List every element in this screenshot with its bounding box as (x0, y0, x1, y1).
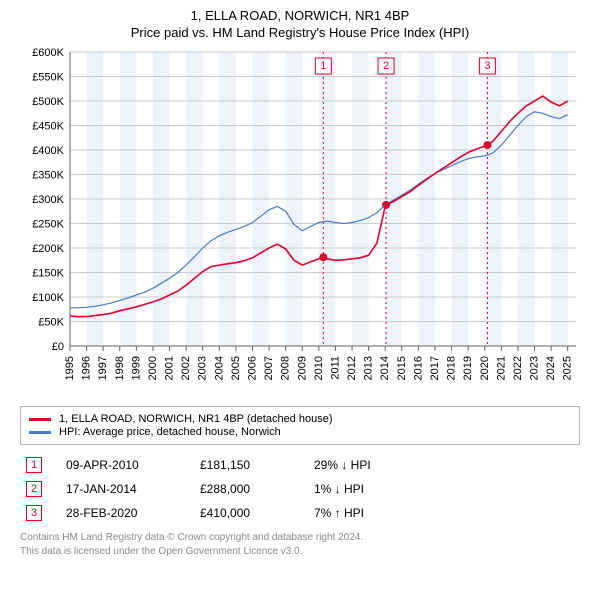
x-tick-label: 2006 (246, 356, 258, 380)
x-tick-label: 2013 (363, 356, 375, 380)
event-badge: 2 (383, 60, 389, 72)
events-table: 1 09-APR-2010 £181,150 29% ↓ HPI 2 17-JAN-201… (20, 453, 580, 525)
event-price: £181,150 (200, 458, 290, 472)
x-tick-label: 2004 (213, 356, 225, 380)
y-tick-label: £50K (38, 317, 64, 329)
x-tick-label: 2009 (296, 356, 308, 380)
x-tick-label: 2025 (562, 356, 574, 380)
x-tick-label: 2002 (180, 356, 192, 380)
event-badge: 1 (320, 60, 326, 72)
legend-swatch (29, 431, 51, 434)
x-tick-label: 2020 (479, 356, 491, 380)
y-tick-label: £400K (32, 145, 64, 157)
footnote: Contains HM Land Registry data © Crown c… (20, 531, 580, 558)
x-tick-label: 2010 (313, 356, 325, 380)
y-tick-label: £450K (32, 121, 64, 133)
legend-swatch (29, 418, 51, 421)
event-row: 2 17-JAN-2014 £288,000 1% ↓ HPI (20, 477, 580, 501)
x-tick-label: 2015 (396, 356, 408, 380)
legend-label: HPI: Average price, detached house, Norw… (59, 426, 281, 438)
y-tick-label: £350K (32, 170, 64, 182)
event-diff: 29% ↓ HPI (314, 458, 424, 472)
y-tick-label: £600K (32, 47, 64, 59)
x-tick-label: 2014 (379, 356, 391, 380)
event-diff: 7% ↑ HPI (314, 506, 424, 520)
event-badge: 3 (26, 505, 42, 521)
title-address: 1, ELLA ROAD, NORWICH, NR1 4BP (10, 8, 590, 23)
x-tick-label: 2011 (329, 356, 341, 380)
x-tick-label: 2022 (512, 356, 524, 380)
x-tick-label: 2003 (197, 356, 209, 380)
x-tick-label: 2000 (147, 356, 159, 380)
legend-label: 1, ELLA ROAD, NORWICH, NR1 4BP (detached… (59, 413, 333, 425)
y-tick-label: £550K (32, 72, 64, 84)
y-tick-label: £200K (32, 243, 64, 255)
x-tick-label: 2018 (446, 356, 458, 380)
x-tick-label: 2005 (230, 356, 242, 380)
x-tick-label: 2007 (263, 356, 275, 380)
event-badge: 1 (26, 457, 42, 473)
x-tick-label: 2016 (412, 356, 424, 380)
x-tick-label: 2012 (346, 356, 358, 380)
event-badge: 3 (484, 60, 490, 72)
legend-row: 1, ELLA ROAD, NORWICH, NR1 4BP (detached… (29, 413, 571, 425)
event-price: £410,000 (200, 506, 290, 520)
title-block: 1, ELLA ROAD, NORWICH, NR1 4BP Price pai… (10, 8, 590, 40)
x-tick-label: 2001 (164, 356, 176, 380)
footnote-line-2: This data is licensed under the Open Gov… (20, 545, 580, 559)
event-row: 1 09-APR-2010 £181,150 29% ↓ HPI (20, 453, 580, 477)
event-date: 09-APR-2010 (66, 458, 176, 472)
x-tick-label: 2008 (280, 356, 292, 380)
chart-container: 1, ELLA ROAD, NORWICH, NR1 4BP Price pai… (0, 0, 600, 564)
legend-row: HPI: Average price, detached house, Norw… (29, 426, 571, 438)
chart-svg: £0 £50K £100K £150K £200K £250K £300K £350K £400… (20, 46, 580, 398)
x-tick-label: 2021 (495, 356, 507, 380)
event-row: 3 28-FEB-2020 £410,000 7% ↑ HPI (20, 501, 580, 525)
x-tick-label: 2019 (462, 356, 474, 380)
x-tick-label: 1999 (130, 356, 142, 380)
event-date: 17-JAN-2014 (66, 482, 176, 496)
y-tick-label: £500K (32, 96, 64, 108)
x-tick-label: 1995 (64, 356, 76, 380)
x-tick-label: 1997 (97, 356, 109, 380)
y-tick-label: £150K (32, 268, 64, 280)
event-diff: 1% ↓ HPI (314, 482, 424, 496)
y-tick-label: £0 (52, 341, 64, 353)
chart: £0 £50K £100K £150K £200K £250K £300K £350K £400… (20, 46, 580, 398)
x-tick-label: 2023 (529, 356, 541, 380)
x-tick-label: 2017 (429, 356, 441, 380)
event-badge: 2 (26, 481, 42, 497)
y-tick-label: £100K (32, 292, 64, 304)
y-tick-label: £300K (32, 194, 64, 206)
event-price: £288,000 (200, 482, 290, 496)
y-tick-label: £250K (32, 219, 64, 231)
x-tick-label: 1996 (81, 356, 93, 380)
event-date: 28-FEB-2020 (66, 506, 176, 520)
legend: 1, ELLA ROAD, NORWICH, NR1 4BP (detached… (20, 406, 580, 445)
x-tick-label: 1998 (114, 356, 126, 380)
footnote-line-1: Contains HM Land Registry data © Crown c… (20, 531, 580, 545)
title-subtitle: Price paid vs. HM Land Registry's House … (10, 25, 590, 40)
x-tick-label: 2024 (545, 356, 557, 380)
